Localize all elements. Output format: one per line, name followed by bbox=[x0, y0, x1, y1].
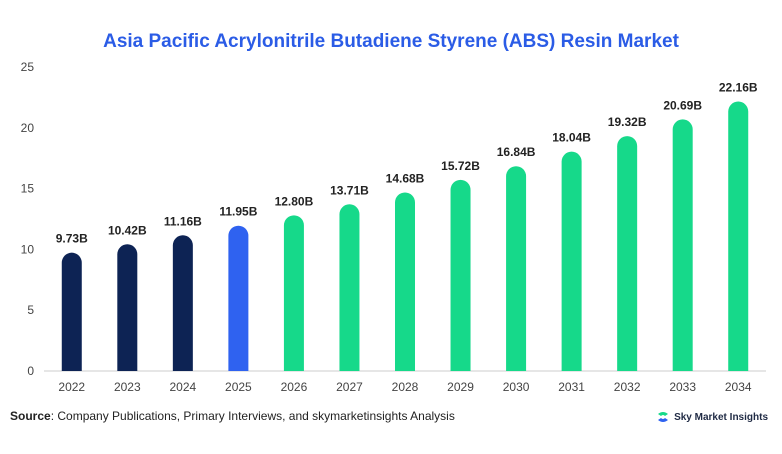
bar-2034 bbox=[728, 101, 749, 371]
data-label-2034: 22.16B bbox=[719, 81, 758, 95]
brand-logo: Sky Market Insights bbox=[656, 410, 768, 424]
y-tick-label: 5 bbox=[27, 303, 34, 317]
y-tick-label: 15 bbox=[21, 182, 35, 196]
bar-2028 bbox=[395, 192, 415, 371]
data-label-2029: 15.72B bbox=[441, 159, 480, 173]
bar-2027 bbox=[339, 204, 360, 371]
bar-2023 bbox=[117, 244, 138, 371]
y-axis-ticks: 0 5 10 15 20 25 bbox=[21, 60, 35, 378]
data-label-2027: 13.71B bbox=[330, 183, 369, 197]
y-tick-label: 20 bbox=[21, 121, 35, 135]
x-tick-label-2023: 2023 bbox=[114, 380, 141, 394]
bar-2032 bbox=[617, 136, 638, 371]
data-label-2031: 18.04B bbox=[552, 131, 591, 145]
x-tick-label-2030: 2030 bbox=[503, 380, 530, 394]
sky-market-insights-logo-icon bbox=[658, 412, 669, 422]
chart-title: Asia Pacific Acrylonitrile Butadiene Sty… bbox=[103, 31, 679, 52]
data-label-2030: 16.84B bbox=[497, 145, 536, 159]
x-tick-label-2024: 2024 bbox=[169, 380, 196, 394]
bar-2026 bbox=[283, 215, 304, 371]
x-tick-label-2022: 2022 bbox=[58, 380, 85, 394]
brand-name: Sky Market Insights bbox=[674, 411, 768, 423]
source-text: : Company Publications, Primary Intervie… bbox=[50, 409, 455, 423]
x-tick-label-2028: 2028 bbox=[392, 380, 419, 394]
data-label-2025: 11.95B bbox=[219, 205, 257, 219]
x-tick-label-2027: 2027 bbox=[336, 380, 363, 394]
y-tick-label: 0 bbox=[27, 364, 34, 378]
y-tick-label: 25 bbox=[21, 60, 35, 74]
x-tick-label-2025: 2025 bbox=[225, 380, 252, 394]
bar-2025 bbox=[228, 225, 249, 371]
data-label-2024: 11.16B bbox=[164, 214, 202, 228]
x-tick-label-2032: 2032 bbox=[614, 380, 641, 394]
x-tick-label-2031: 2031 bbox=[558, 380, 585, 394]
data-label-2033: 20.69B bbox=[663, 98, 702, 112]
x-tick-label-2033: 2033 bbox=[669, 380, 696, 394]
source-label: Source bbox=[10, 409, 51, 423]
bar-2031 bbox=[561, 151, 582, 371]
data-label-2032: 19.32B bbox=[608, 115, 647, 129]
bar-2022 bbox=[61, 252, 82, 371]
x-tick-label-2026: 2026 bbox=[281, 380, 308, 394]
data-label-2028: 14.68B bbox=[386, 171, 425, 185]
bar-2029 bbox=[450, 179, 471, 371]
x-axis-ticks: 2022 2023 2024 2025 2026 2027 2028 2029 2030 2031… bbox=[58, 380, 751, 394]
bar-2024 bbox=[172, 235, 193, 371]
data-label-2023: 10.42B bbox=[108, 223, 147, 237]
bar-2030 bbox=[506, 166, 527, 371]
bar-2033 bbox=[672, 119, 693, 371]
bars-group bbox=[61, 101, 749, 371]
x-tick-label-2034: 2034 bbox=[725, 380, 752, 394]
source-note: Source: Company Publications, Primary In… bbox=[10, 409, 455, 423]
data-label-2022: 9.73B bbox=[56, 232, 88, 246]
x-tick-label-2029: 2029 bbox=[447, 380, 474, 394]
data-label-2026: 12.80B bbox=[275, 194, 314, 208]
y-tick-label: 10 bbox=[21, 242, 35, 256]
data-labels-group: 9.73B 10.42B 11.16B 11.95B 12.80B 13.71B 14.68… bbox=[56, 81, 758, 246]
